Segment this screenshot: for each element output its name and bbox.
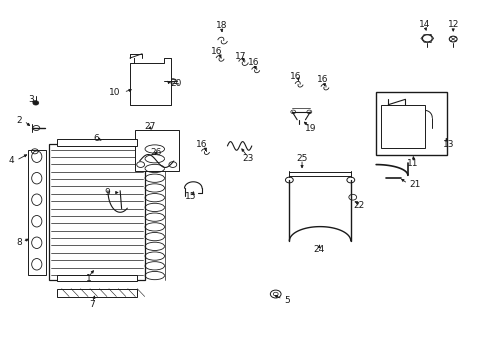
Text: 20: 20	[170, 80, 182, 89]
Text: 18: 18	[215, 21, 227, 30]
Bar	[57, 275, 137, 282]
Bar	[135, 130, 178, 171]
Text: 26: 26	[150, 148, 161, 157]
Ellipse shape	[32, 194, 42, 206]
Text: 21: 21	[408, 180, 420, 189]
Text: 15: 15	[185, 192, 196, 201]
Text: 27: 27	[144, 122, 155, 131]
Text: 1: 1	[85, 274, 91, 283]
Text: 16: 16	[316, 75, 327, 84]
Text: 16: 16	[289, 72, 301, 81]
Text: 12: 12	[447, 19, 458, 28]
Ellipse shape	[32, 151, 42, 162]
Ellipse shape	[32, 172, 42, 184]
Bar	[57, 139, 137, 146]
Text: 25: 25	[296, 154, 307, 163]
Text: 4: 4	[9, 156, 14, 165]
Bar	[27, 149, 46, 275]
Bar	[375, 92, 446, 155]
Text: 16: 16	[196, 140, 207, 149]
Text: 8: 8	[16, 238, 22, 247]
Text: 9: 9	[104, 188, 110, 197]
Text: 16: 16	[210, 47, 222, 56]
Ellipse shape	[32, 216, 42, 227]
Bar	[49, 144, 144, 280]
Text: 3: 3	[28, 95, 34, 104]
Text: 22: 22	[353, 201, 364, 210]
Text: 10: 10	[108, 87, 120, 96]
Text: 14: 14	[418, 19, 430, 28]
Circle shape	[33, 101, 39, 105]
Text: 6: 6	[93, 134, 99, 143]
Text: 2: 2	[17, 116, 22, 125]
Bar	[57, 289, 137, 297]
Text: 16: 16	[247, 58, 259, 67]
Text: 13: 13	[442, 140, 453, 149]
Text: 17: 17	[235, 52, 246, 61]
Bar	[380, 105, 424, 148]
Text: 24: 24	[313, 246, 324, 255]
Text: 19: 19	[304, 123, 315, 132]
Ellipse shape	[32, 258, 42, 270]
Text: 11: 11	[406, 159, 418, 168]
Text: 23: 23	[242, 154, 254, 163]
Text: 5: 5	[284, 296, 290, 305]
Ellipse shape	[32, 237, 42, 248]
Text: 7: 7	[89, 300, 95, 309]
Polygon shape	[130, 58, 171, 105]
